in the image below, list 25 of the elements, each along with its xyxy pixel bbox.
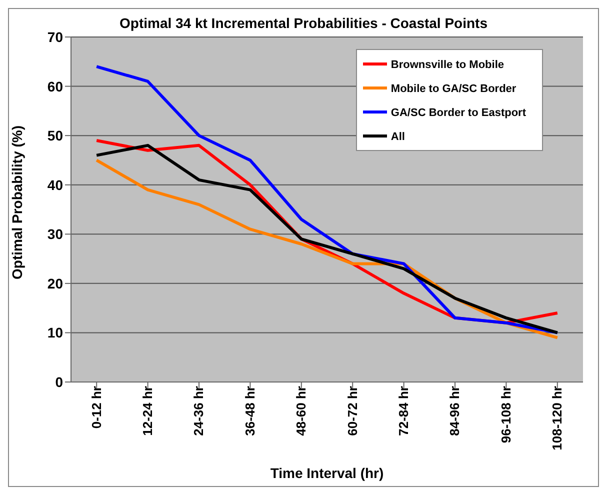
y-tick-label: 20 [47,275,64,292]
x-tick-label: 48-60 hr [294,386,309,436]
y-tick-label: 40 [47,176,64,193]
y-tick-label: 60 [47,78,64,94]
x-tick-label: 72-84 hr [396,386,412,436]
y-tick-label: 50 [47,128,64,144]
y-tick-label: 10 [47,324,64,341]
y-tick-label: 70 [47,28,64,45]
x-tick-label: 36-48 hr [242,386,258,436]
legend-label: GA/SC Border to Eastport [390,107,526,120]
legend-label: All [390,131,405,144]
x-tick-label: 24-36 hr [191,386,206,436]
x-tick-label: 84-96 hr [447,386,462,436]
x-tick-label: 0-12 hr [88,386,104,429]
y-tick-label: 30 [47,226,64,242]
x-axis-title: Time Interval (hr) [270,465,384,481]
x-tick-label: 12-24 hr [140,386,156,436]
x-tick-label: 96-108 hr [498,386,514,444]
y-axis-title: Optimal Probability (%) [8,125,25,280]
x-tick-label: 108-120 hr [550,386,565,450]
legend-label: Brownsville to Mobile [390,59,504,72]
x-tick-label: 60-72 hr [344,386,360,436]
y-tick-label: 0 [55,374,64,390]
chart-title: Optimal 34 kt Incremental Probabilities - Coastal Points [120,15,488,31]
legend-label: Mobile to GA/SC Border [390,83,516,96]
